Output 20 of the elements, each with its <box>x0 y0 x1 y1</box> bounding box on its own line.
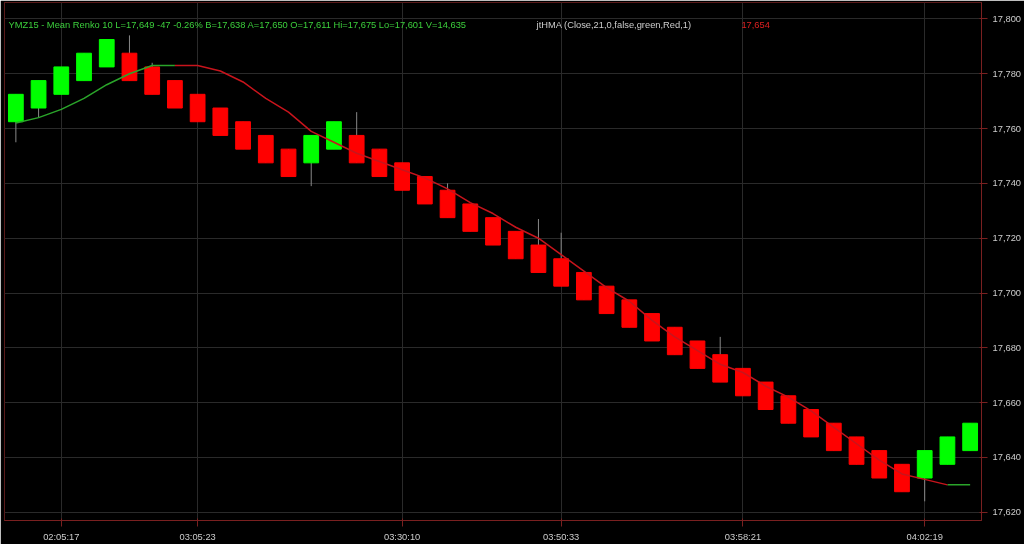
y-tick-label: 17,800 <box>992 13 1022 24</box>
y-tick-label: 17,640 <box>992 452 1022 463</box>
y-tick-label: 17,780 <box>992 68 1022 79</box>
annotation: jtHMA (Close,21,0,false,green,Red,1) <box>535 19 692 30</box>
y-tick-label: 17,720 <box>992 233 1022 244</box>
x-tick-label: 02:05:17 <box>43 531 80 542</box>
y-tick-label: 17,740 <box>992 178 1022 189</box>
line-series <box>174 64 949 486</box>
text: YMZ15 - Mean Renko 10 L=17,649 -47 -0.26% B=17,638 A=17,650 O=17,611 Hi=17,675 Lo=17,601 V=14,635 <box>8 19 467 30</box>
y-tick-label: 17,760 <box>992 123 1022 134</box>
x-tick-label: 03:50:33 <box>543 531 580 542</box>
y-tick-label: 17,680 <box>992 342 1022 353</box>
x-tick-label: 03:58:21 <box>724 531 762 542</box>
x-tick-label: 03:30:10 <box>383 531 421 542</box>
y-tick-label: 17,660 <box>992 397 1022 408</box>
y-tick-label: 17,620 <box>992 507 1022 518</box>
x-tick-label: 04:02:19 <box>906 531 943 542</box>
y-tick-label: 17,700 <box>992 288 1022 299</box>
annotation: 17,654 <box>741 19 770 30</box>
x-tick-label: 03:05:23 <box>179 531 216 542</box>
